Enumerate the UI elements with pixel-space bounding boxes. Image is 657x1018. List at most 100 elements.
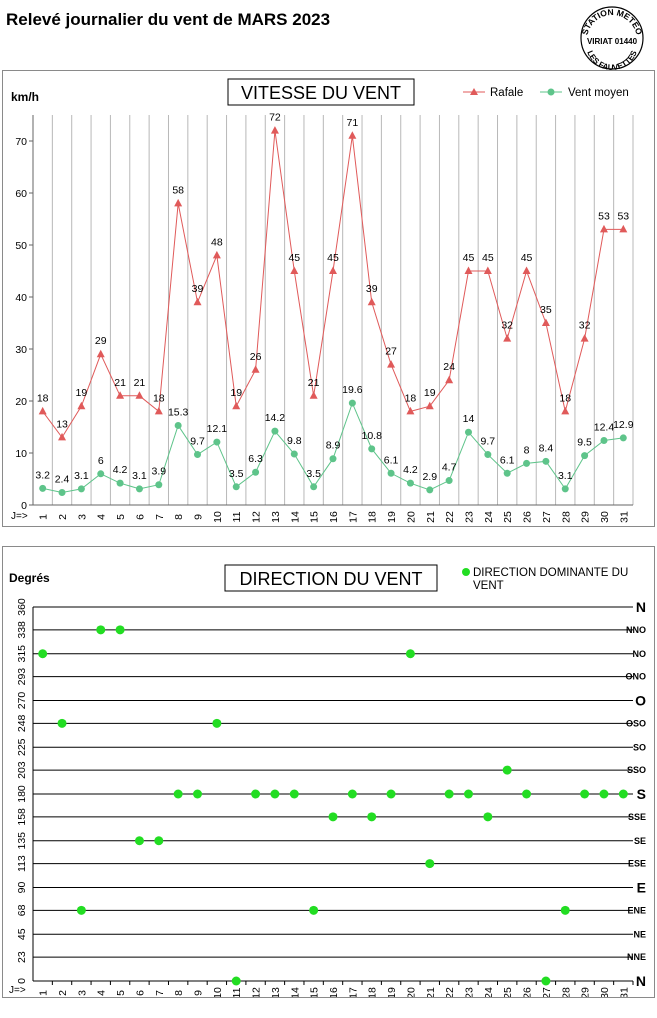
speed-x-tick-label: 23: [463, 511, 475, 523]
vent-moyen-point: [155, 481, 163, 489]
rafale-point: [387, 360, 396, 368]
legend-rafale-label: Rafale: [490, 87, 523, 99]
vent-moyen-point: [561, 485, 569, 493]
rafale-data-label: 39: [366, 283, 378, 295]
vent-moyen-point: [232, 483, 240, 491]
speed-x-tick-label: 20: [405, 511, 417, 523]
rafale-point: [599, 224, 608, 233]
direction-x-tick-label: 23: [463, 987, 475, 997]
direction-x-tick-label: 12: [251, 987, 263, 997]
rafale-data-label: 53: [617, 210, 629, 222]
direction-point: [57, 718, 67, 728]
direction-x-tick-label: 30: [599, 987, 611, 997]
rafale-data-label: 19: [230, 387, 242, 399]
direction-y-tick-label: 23: [16, 951, 28, 963]
compass-label: E: [637, 880, 646, 896]
rafale-point: [38, 406, 47, 415]
direction-point: [444, 789, 454, 799]
direction-point: [173, 789, 183, 799]
speed-x-tick-label: 22: [444, 511, 456, 523]
vent-moyen-point: [310, 483, 318, 491]
vent-moyen-data-label: 3.1: [74, 470, 89, 482]
direction-y-tick-label: 180: [16, 785, 28, 803]
rafale-point: [522, 266, 531, 274]
speed-x-tick-label: 18: [367, 511, 379, 523]
direction-y-tick-label: 248: [16, 714, 28, 732]
speed-chart-title: VITESSE DU VENT: [241, 83, 401, 103]
direction-x-tick-label: 22: [444, 987, 456, 997]
direction-y-tick-label: 0: [16, 978, 28, 984]
rafale-data-label: 21: [134, 377, 146, 389]
rafale-point: [541, 318, 550, 326]
stamp-center-text: VIRIAT 01440: [587, 37, 638, 46]
direction-x-tick-label: 3: [76, 990, 88, 996]
direction-x-tick-label: 7: [154, 990, 166, 996]
direction-point: [193, 789, 203, 799]
speed-x-tick-label: 24: [483, 511, 495, 523]
direction-point: [270, 789, 280, 799]
compass-label: SSO: [627, 765, 646, 775]
direction-x-tick-label: 2: [57, 990, 69, 996]
vent-moyen-point: [348, 399, 356, 407]
speed-y-tick-label: 10: [15, 448, 27, 460]
compass-label: ESE: [628, 859, 646, 869]
rafale-point: [232, 401, 241, 410]
vent-moyen-data-label: 3.9: [152, 466, 167, 478]
rafale-data-label: 18: [559, 392, 571, 404]
direction-x-tick-label: 27: [541, 987, 553, 997]
speed-x-tick-label: 4: [96, 514, 108, 520]
vent-moyen-data-label: 6.1: [500, 454, 515, 466]
vent-moyen-data-label: 2.9: [422, 471, 437, 483]
direction-point: [251, 789, 261, 799]
vent-moyen-data-label: 14: [463, 413, 475, 425]
vent-moyen-point: [581, 452, 589, 460]
vent-moyen-point: [445, 477, 453, 485]
speed-x-tick-label: 19: [386, 511, 398, 523]
direction-point: [541, 976, 551, 986]
vent-moyen-point: [290, 450, 298, 458]
rafale-data-label: 58: [172, 184, 184, 196]
direction-y-tick-label: 68: [16, 904, 28, 916]
vent-moyen-point: [523, 459, 531, 467]
wind-speed-panel: km/h VITESSE DU VENT Rafale Vent moyen 0…: [2, 70, 655, 527]
speed-x-tick-label: 15: [309, 511, 321, 523]
compass-label: SSE: [628, 812, 646, 822]
vent-moyen-point: [406, 479, 414, 487]
direction-point: [522, 789, 532, 799]
rafale-data-label: 27: [385, 346, 397, 358]
rafale-point: [309, 391, 318, 399]
speed-x-tick-label: 21: [425, 511, 437, 523]
legend-direction-marker: [462, 568, 470, 576]
vent-moyen-data-label: 3.1: [132, 470, 147, 482]
direction-point: [76, 905, 86, 915]
speed-x-tick-label: 11: [231, 511, 243, 522]
vent-moyen-data-label: 6.1: [384, 454, 399, 466]
vent-moyen-point: [484, 451, 492, 459]
direction-x-tick-label: 17: [347, 987, 359, 997]
direction-x-tick-label: 28: [560, 987, 572, 997]
vent-moyen-data-label: 9.7: [481, 436, 496, 448]
wind-direction-panel: Degrés DIRECTION DU VENT DIRECTION DOMIN…: [2, 546, 655, 999]
speed-y-tick-label: 40: [15, 292, 27, 304]
direction-x-tick-label: 16: [328, 987, 340, 997]
rafale-point: [174, 198, 183, 207]
direction-y-tick-label: 113: [16, 855, 28, 872]
direction-x-tick-label: 8: [173, 990, 185, 996]
rafale-point: [58, 432, 67, 441]
rafale-data-label: 45: [327, 252, 339, 264]
legend-vent-moyen-label: Vent moyen: [568, 87, 629, 99]
compass-label: NE: [633, 929, 646, 939]
speed-y-tick-label: 70: [15, 136, 27, 148]
compass-label: O: [635, 693, 646, 709]
rafale-data-label: 19: [424, 387, 436, 399]
vent-moyen-point: [194, 451, 202, 459]
vent-moyen-data-label: 15.3: [168, 406, 189, 418]
vent-moyen-data-label: 8.4: [539, 442, 554, 454]
direction-point: [289, 789, 299, 799]
rafale-data-label: 18: [405, 392, 417, 404]
vent-moyen-data-label: 8.9: [326, 440, 341, 452]
vent-moyen-data-label: 19.6: [342, 384, 363, 396]
direction-y-tick-label: 360: [16, 598, 28, 616]
direction-point: [405, 649, 415, 659]
direction-y-tick-label: 203: [16, 761, 28, 779]
